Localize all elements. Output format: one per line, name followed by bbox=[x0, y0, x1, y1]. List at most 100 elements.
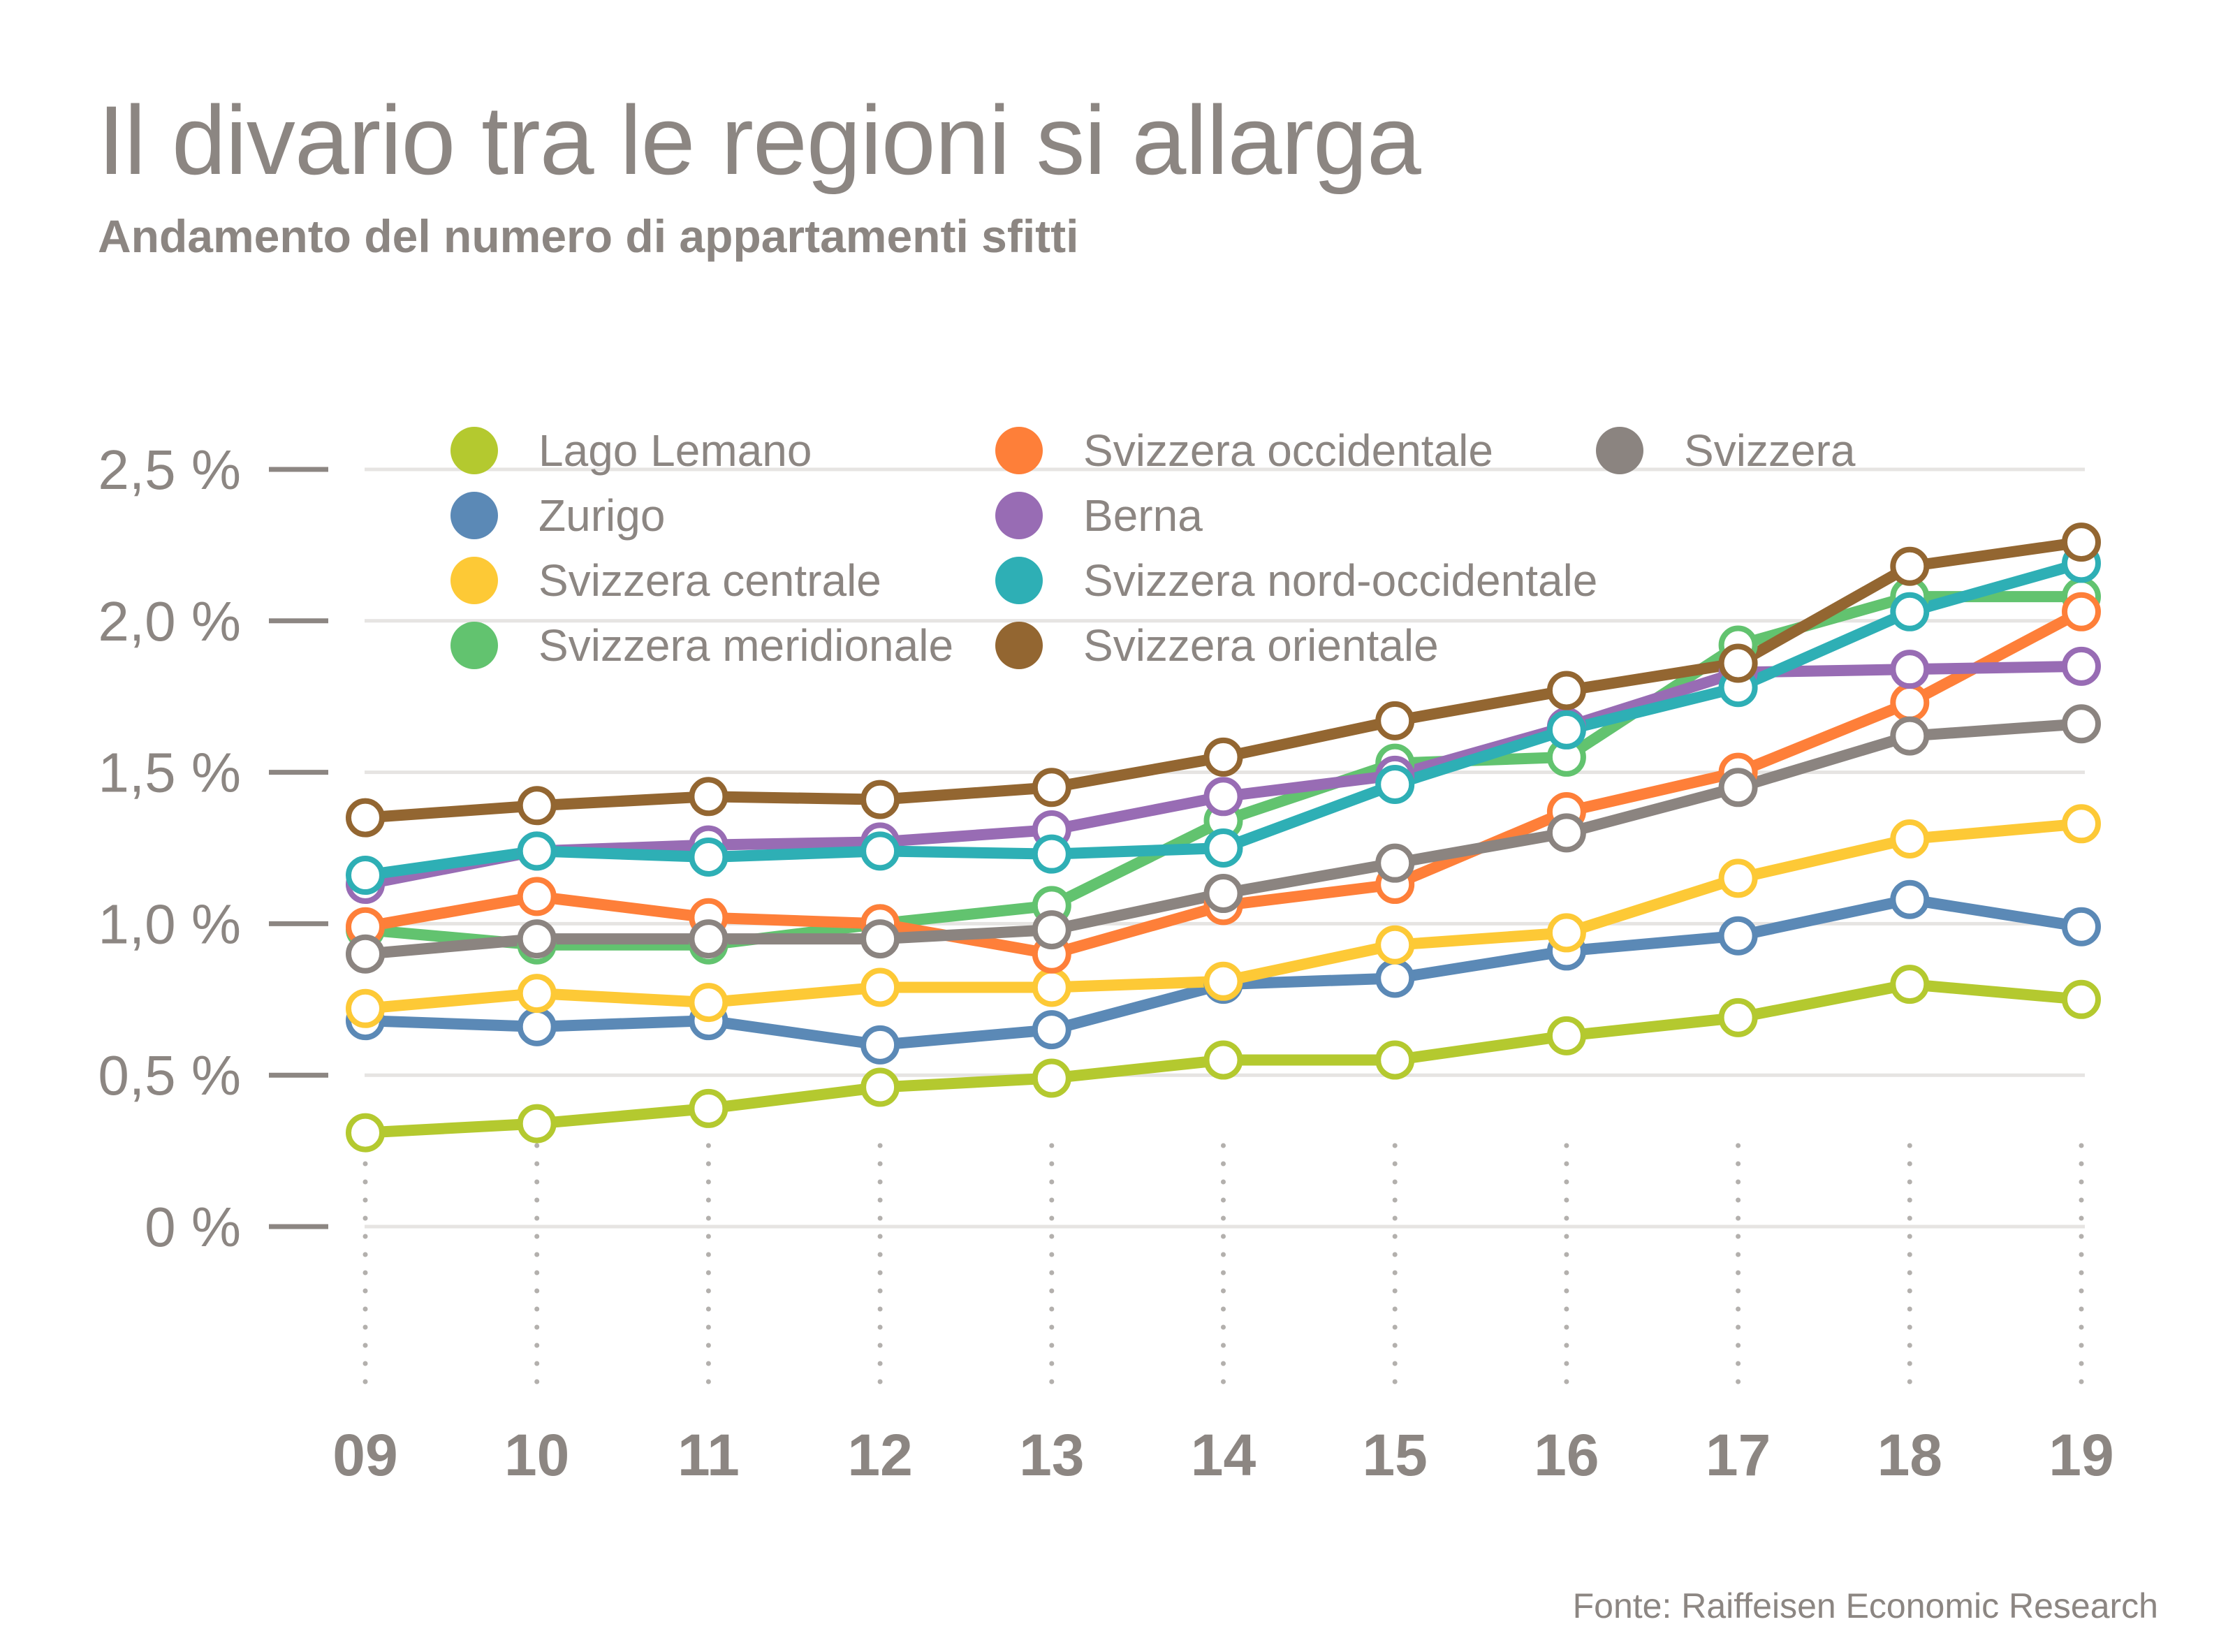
data-point bbox=[1546, 913, 1586, 953]
data-point bbox=[689, 919, 728, 959]
data-point bbox=[1032, 834, 1071, 874]
x-tick-label: 09 bbox=[332, 1422, 397, 1488]
data-point bbox=[2062, 979, 2101, 1019]
x-tick-label: 18 bbox=[1877, 1422, 1942, 1488]
data-point bbox=[860, 831, 900, 871]
data-point bbox=[689, 1088, 728, 1128]
data-point bbox=[1890, 716, 1930, 756]
data-point bbox=[346, 798, 385, 838]
legend-label: Berna bbox=[1083, 490, 1203, 541]
data-point bbox=[689, 777, 728, 817]
data-point bbox=[1203, 828, 1243, 868]
chart-subtitle: Andamento del numero di appartamenti sfi… bbox=[98, 210, 1079, 262]
data-point bbox=[517, 877, 557, 916]
data-point bbox=[346, 856, 385, 896]
legend-swatch bbox=[450, 492, 498, 539]
data-point bbox=[1546, 1016, 1586, 1055]
data-point bbox=[2062, 522, 2101, 562]
data-point bbox=[346, 1113, 385, 1153]
y-tick-label: 2,0 % bbox=[98, 590, 241, 652]
legend-label: Svizzera orientale bbox=[1083, 620, 1439, 671]
legend-item: Svizzera nord-occidentale bbox=[995, 555, 1597, 606]
data-point bbox=[517, 1007, 557, 1046]
data-point bbox=[860, 919, 900, 959]
y-tick-label: 1,0 % bbox=[98, 893, 241, 955]
data-point bbox=[517, 786, 557, 826]
data-point bbox=[860, 967, 900, 1007]
data-point bbox=[2062, 704, 2101, 744]
data-point bbox=[1032, 1058, 1071, 1098]
legend-item: Berna bbox=[995, 490, 1203, 541]
y-tick-label: 2,5 % bbox=[98, 439, 241, 501]
legend-swatch bbox=[995, 557, 1043, 604]
x-tick-label: 15 bbox=[1362, 1422, 1427, 1488]
legend-item: Svizzera bbox=[1596, 425, 1855, 476]
x-tick-label: 13 bbox=[1019, 1422, 1084, 1488]
y-tick-label: 1,5 % bbox=[98, 742, 241, 804]
data-point bbox=[517, 919, 557, 959]
data-point bbox=[517, 1104, 557, 1143]
y-tick-label: 0 % bbox=[145, 1196, 241, 1258]
x-tick-label: 11 bbox=[677, 1422, 740, 1488]
data-point bbox=[2062, 907, 2101, 946]
data-point bbox=[1890, 965, 1930, 1004]
data-point bbox=[1718, 858, 1758, 898]
data-point bbox=[1546, 710, 1586, 750]
legend-label: Lago Lemano bbox=[538, 425, 812, 476]
data-point bbox=[1718, 997, 1758, 1037]
data-point bbox=[689, 838, 728, 877]
legend-swatch bbox=[450, 557, 498, 604]
data-point bbox=[1890, 592, 1930, 631]
data-point bbox=[1203, 1040, 1243, 1080]
data-point bbox=[1890, 819, 1930, 858]
x-tick-label: 12 bbox=[847, 1422, 912, 1488]
legend-label: Svizzera meridionale bbox=[538, 620, 954, 671]
x-tick-label: 16 bbox=[1534, 1422, 1599, 1488]
data-point bbox=[1890, 682, 1930, 722]
data-point bbox=[1375, 958, 1415, 998]
x-tick-label: 17 bbox=[1706, 1422, 1771, 1488]
data-point bbox=[1718, 768, 1758, 807]
data-point bbox=[1375, 764, 1415, 804]
legend-label: Svizzera centrale bbox=[538, 555, 881, 606]
data-point bbox=[1890, 879, 1930, 919]
data-point bbox=[1203, 777, 1243, 817]
legend-item: Svizzera centrale bbox=[450, 555, 881, 606]
legend-item: Svizzera orientale bbox=[995, 620, 1439, 671]
data-point bbox=[2062, 646, 2101, 686]
legend-item: Svizzera meridionale bbox=[450, 620, 953, 671]
data-point bbox=[1375, 925, 1415, 965]
data-point bbox=[1032, 1010, 1071, 1050]
chart-title: Il divario tra le regioni si allarga bbox=[98, 85, 1421, 195]
legend-item: Lago Lemano bbox=[450, 425, 812, 476]
x-tick-label: 14 bbox=[1191, 1422, 1256, 1488]
legend-label: Svizzera nord-occidentale bbox=[1083, 555, 1598, 606]
data-point bbox=[1546, 813, 1586, 853]
data-point bbox=[346, 988, 385, 1028]
data-point bbox=[1375, 701, 1415, 740]
data-point bbox=[1890, 546, 1930, 586]
data-point bbox=[517, 974, 557, 1014]
legend-label: Zurigo bbox=[538, 490, 666, 541]
data-point bbox=[2062, 592, 2101, 631]
legend-swatch bbox=[995, 622, 1043, 669]
data-point bbox=[1718, 643, 1758, 683]
data-point bbox=[1032, 910, 1071, 950]
data-point bbox=[1375, 843, 1415, 883]
legend-swatch bbox=[995, 427, 1043, 474]
data-point bbox=[860, 1067, 900, 1107]
data-point bbox=[1203, 961, 1243, 1001]
x-tick-label: 10 bbox=[504, 1422, 569, 1488]
data-point bbox=[860, 780, 900, 819]
data-point bbox=[1203, 874, 1243, 914]
x-tick-label: 19 bbox=[2049, 1422, 2113, 1488]
legend-swatch bbox=[450, 622, 498, 669]
data-point bbox=[689, 983, 728, 1023]
data-point bbox=[1718, 916, 1758, 956]
y-tick-label: 0,5 % bbox=[98, 1044, 241, 1106]
legend-swatch bbox=[1596, 427, 1643, 474]
data-point bbox=[346, 934, 385, 974]
legend-label: Svizzera bbox=[1684, 425, 1856, 476]
data-point bbox=[517, 831, 557, 871]
